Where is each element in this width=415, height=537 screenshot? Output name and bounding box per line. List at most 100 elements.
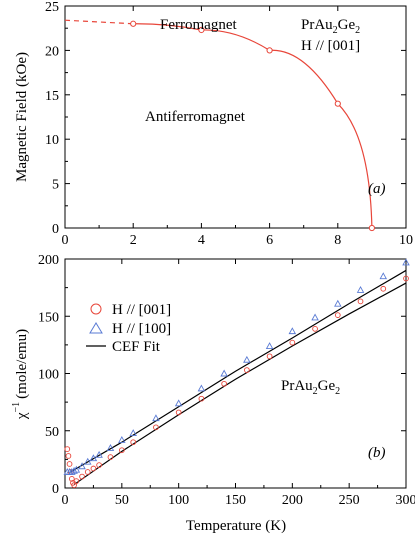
panel-a-y-tick-label: 15 [45,89,59,104]
legend-triangle-marker [89,322,103,334]
phase-boundary-point [334,100,341,107]
data-point-001 [79,473,85,480]
data-point-001 [334,312,341,318]
legend: H // [001] H // [100] CEF Fit [86,302,171,355]
data-point-001 [244,367,250,373]
data-point-001 [84,469,91,475]
data-point-001 [312,325,318,332]
panel-b-ticks: 0 50 100 150 200 250 300 0 50 100 150 200 [38,253,415,508]
panel-b-marks [63,258,410,488]
data-point-100 [70,466,78,474]
panel-a-y-tick-label: 10 [45,133,59,148]
panel-a-x-tick-label: 0 [62,233,69,248]
phase-boundary-point [198,26,205,34]
panel-b-x-tick-label: 100 [168,493,189,508]
panel-a-y-tick-label: 25 [45,0,59,15]
data-point-001 [289,339,296,346]
cef-fit-line [73,282,407,486]
panel-a-x-tick-label: 8 [334,233,341,248]
data-point-100 [78,462,86,470]
data-point-100 [356,285,365,293]
antiferromagnet-label: Antiferromagnet [145,109,246,125]
panel-b-tag: (b) [368,445,386,461]
phase-boundary-point [266,47,273,54]
phase-boundary-line [133,23,373,229]
panel-b-x-tick-label: 50 [115,493,129,508]
phase-boundary-point [368,224,375,232]
panel-b-x-tick-label: 0 [62,493,69,508]
phase-boundary-point [130,20,137,27]
legend-circle-marker [90,303,102,315]
data-point-100 [379,272,388,280]
data-point-100 [83,457,92,465]
data-point-001 [90,465,97,472]
panel-a-marks [64,19,375,232]
data-point-100 [129,429,137,436]
data-point-001 [380,285,387,292]
legend-label-001: H // [001] [112,302,171,318]
data-point-001 [66,461,73,467]
panel-b-x-tick-label: 300 [396,493,415,508]
panel-a-x-tick-label: 2 [130,233,137,248]
data-point-001 [357,298,364,305]
panel-b-y-tick-label: 100 [38,368,59,383]
panel-b-frame [64,258,407,489]
data-point-100 [174,399,183,407]
legend-label-100: H // [100] [112,321,171,337]
data-point-001 [403,275,409,282]
data-point-100 [311,313,319,321]
panel-b-x-tick-label: 200 [282,493,303,508]
panel-b-x-tick-label: 250 [339,493,360,508]
data-point-001 [221,380,227,387]
field-direction-label: H // [001] [301,38,360,54]
data-point-100 [118,435,126,443]
data-point-001 [96,462,102,468]
data-point-100 [72,465,81,473]
data-point-001 [153,424,159,431]
panel-a-y-tick-label: 0 [52,222,59,237]
panel-b: 0 50 100 150 200 250 300 0 50 100 150 200 H // [001… [11,253,415,534]
data-point-001 [130,439,137,446]
data-point-001 [198,395,205,402]
panel-b-y-axis-label: χ−1(mole/emu) [11,329,30,420]
data-point-100 [197,384,206,392]
panel-a-y-tick-label: 5 [52,178,59,193]
panel-b-y-tick-label: 150 [38,310,59,325]
data-point-001 [65,453,72,459]
data-point-001 [266,353,273,360]
data-point-100 [220,369,228,377]
compound-label-b: PrAu2Ge2 [281,378,340,397]
panel-a-x-tick-label: 4 [198,233,205,248]
data-point-001 [68,475,75,482]
legend-label-cef: CEF Fit [112,339,161,355]
ferromagnet-label: Ferromagnet [160,17,237,33]
data-point-100 [152,414,160,422]
data-point-001 [118,447,125,454]
panel-a-y-tick-label: 20 [45,44,59,59]
panel-a-x-tick-label: 6 [266,233,273,248]
panel-a-tag: (a) [368,181,386,197]
panel-b-y-tick-label: 0 [52,482,59,497]
data-point-100 [265,342,274,349]
panel-a-x-tick-label: 10 [399,233,413,248]
data-point-001 [64,446,71,452]
panel-b-x-tick-label: 150 [225,493,246,508]
data-point-001 [107,454,114,460]
panel-a-y-axis-label: Magnetic Field (kOe) [14,52,30,182]
data-point-100 [89,454,98,462]
data-point-100 [106,443,115,451]
data-point-100 [95,450,103,458]
phase-boundary-dashed [64,19,134,25]
panel-a-ticks: 0 2 4 6 8 10 0 5 10 15 20 25 [45,0,413,248]
data-point-001 [175,409,182,416]
panel-a: 0 2 4 6 8 10 0 5 10 15 20 25 Ferromagnet Antiferrom… [14,0,413,248]
data-point-100 [334,299,342,307]
panel-b-y-tick-label: 200 [38,253,59,268]
data-point-001 [73,478,80,484]
data-point-100 [402,258,410,266]
data-point-100 [243,355,251,363]
panel-b-y-tick-label: 50 [45,425,59,440]
panel-b-x-axis-label: Temperature (K) [186,518,286,534]
data-point-100 [288,327,297,335]
